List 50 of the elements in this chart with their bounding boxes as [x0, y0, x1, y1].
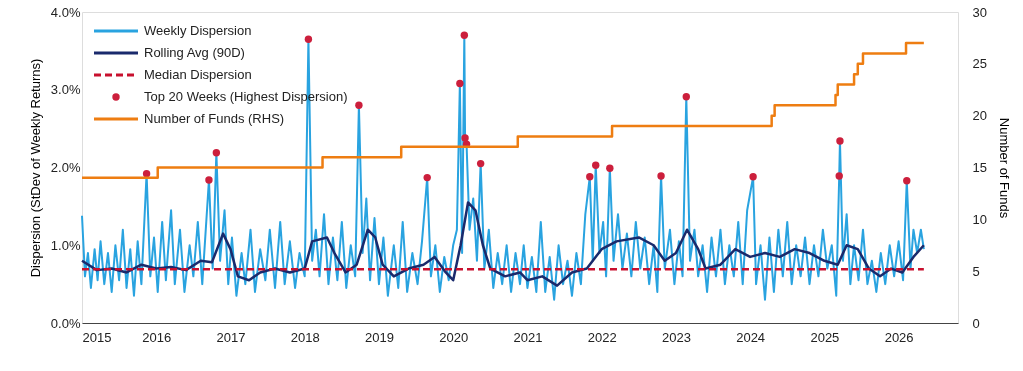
point [205, 176, 213, 184]
point [355, 101, 363, 109]
y-tick-label: 4.0% [50, 4, 81, 20]
legend-label: Median Dispersion [144, 67, 252, 82]
x-tick-label: 2020 [439, 329, 469, 345]
y2-tick-label: 10 [972, 211, 987, 227]
x-tick-label: 2019 [364, 329, 394, 345]
y2-tick-label: 5 [972, 263, 980, 279]
y2-tick-label: 15 [972, 160, 987, 175]
point [423, 173, 431, 182]
line-series [80, 201, 926, 287]
point [592, 161, 600, 169]
point [461, 134, 469, 142]
x-tick-label: 2026 [884, 329, 914, 345]
y-tick-label: 2.0% [50, 160, 81, 175]
y2-tick-label: 30 [972, 4, 987, 20]
y2-tick-label: 0 [972, 315, 980, 331]
point [460, 31, 469, 40]
point [835, 172, 843, 180]
point [212, 149, 221, 157]
x-tick-label: 2015 [82, 329, 112, 345]
point [586, 173, 594, 181]
x-tick-label: 2024 [736, 329, 766, 345]
point [903, 177, 911, 185]
point [304, 35, 313, 43]
point [476, 159, 485, 168]
legend-label: Weekly Dispersion [144, 23, 252, 38]
x-tick-label: 2016 [142, 329, 172, 345]
point [456, 79, 464, 88]
legend-label: Number of Funds (RHS) [144, 111, 285, 126]
y2-tick-label: 20 [972, 108, 987, 124]
x-tick-label: 2018 [290, 329, 320, 345]
point [142, 170, 151, 178]
x-tick-label: 2017 [216, 329, 246, 345]
point [836, 137, 844, 145]
y2-axis-title: Number of Funds [996, 117, 1012, 219]
x-tick-label: 2023 [661, 329, 691, 345]
x-tick-label: 2022 [587, 329, 617, 345]
y-tick-label: 1.0% [50, 237, 81, 253]
point [606, 164, 614, 172]
x-tick-label: 2025 [810, 329, 840, 345]
point [749, 173, 757, 181]
point [657, 172, 665, 180]
point [682, 93, 690, 101]
y2-tick-label: 25 [972, 56, 987, 72]
y-axis-title: Dispersion (StDev of Weekly Returns) [27, 58, 43, 278]
y-tick-label: 3.0% [50, 82, 81, 98]
legend-label: Rolling Avg (90D) [144, 45, 245, 60]
x-tick-label: 2021 [513, 329, 543, 345]
y-tick-label: 0.0% [50, 315, 81, 331]
